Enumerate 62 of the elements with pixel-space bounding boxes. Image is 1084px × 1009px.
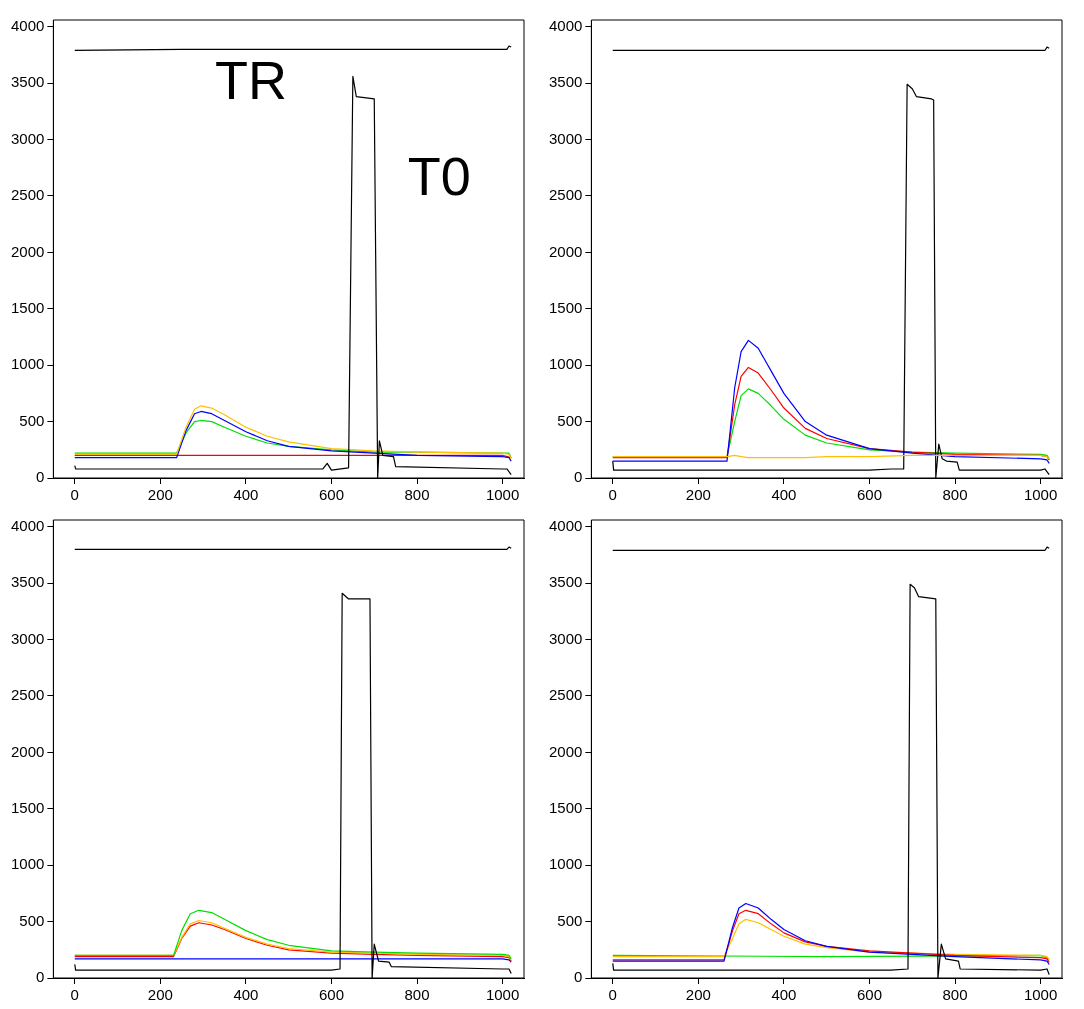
y-tick-label: 1000 — [10, 355, 45, 373]
x-tick-label: 1000 — [485, 486, 520, 504]
y-tick-label: 3500 — [10, 73, 45, 91]
y-tick-label: 3000 — [548, 129, 583, 147]
x-tick-label: 200 — [147, 486, 173, 504]
x-tick-label: 400 — [233, 486, 259, 504]
x-tick-label: 800 — [404, 486, 430, 504]
x-tick-label: 1000 — [1023, 986, 1058, 1004]
x-tick-label: 800 — [942, 486, 968, 504]
annotation: T0 — [407, 146, 471, 207]
y-tick-label: 500 — [557, 411, 583, 429]
x-tick-label: 600 — [856, 486, 882, 504]
y-tick-label: 4000 — [548, 16, 583, 34]
y-tick-label: 3500 — [548, 73, 583, 91]
x-tick-label: 600 — [318, 486, 344, 504]
y-tick-label: 500 — [557, 911, 583, 929]
y-tick-label: 0 — [574, 968, 583, 986]
x-tick-label: 200 — [685, 486, 711, 504]
y-tick-label: 2500 — [10, 686, 45, 704]
x-tick-label: 200 — [685, 986, 711, 1004]
x-tick-label: 600 — [856, 986, 882, 1004]
y-tick-label: 500 — [19, 911, 45, 929]
x-tick-label: 800 — [942, 986, 968, 1004]
y-tick-label: 1500 — [548, 298, 583, 316]
y-tick-label: 3000 — [10, 129, 45, 147]
annotation: TR — [215, 50, 288, 111]
x-tick-label: 0 — [70, 986, 79, 1004]
x-tick-label: 600 — [318, 986, 344, 1004]
x-tick-label: 0 — [608, 986, 617, 1004]
y-tick-label: 0 — [36, 968, 45, 986]
x-tick-label: 400 — [771, 486, 797, 504]
x-tick-label: 1000 — [485, 986, 520, 1004]
x-tick-label: 0 — [70, 486, 79, 504]
x-tick-label: 0 — [608, 486, 617, 504]
x-tick-label: 800 — [404, 986, 430, 1004]
y-tick-label: 3500 — [548, 573, 583, 591]
y-tick-label: 1500 — [10, 798, 45, 816]
y-tick-label: 500 — [19, 411, 45, 429]
y-tick-label: 3000 — [548, 629, 583, 647]
x-tick-label: 1000 — [1023, 486, 1058, 504]
x-tick-label: 400 — [233, 986, 259, 1004]
y-tick-label: 2000 — [548, 242, 583, 260]
y-tick-label: 2000 — [10, 242, 45, 260]
y-tick-label: 3000 — [10, 629, 45, 647]
y-tick-label: 1500 — [10, 298, 45, 316]
y-tick-label: 0 — [574, 468, 583, 486]
y-tick-label: 4000 — [10, 516, 45, 534]
y-tick-label: 0 — [36, 468, 45, 486]
y-tick-label: 2000 — [10, 742, 45, 760]
y-tick-label: 4000 — [10, 16, 45, 34]
y-tick-label: 4000 — [548, 516, 583, 534]
y-tick-label: 2500 — [548, 186, 583, 204]
y-tick-label: 1000 — [548, 355, 583, 373]
y-tick-label: 3500 — [10, 573, 45, 591]
y-tick-label: 2500 — [548, 686, 583, 704]
x-tick-label: 400 — [771, 986, 797, 1004]
y-tick-label: 2000 — [548, 742, 583, 760]
y-tick-label: 1500 — [548, 798, 583, 816]
y-tick-label: 1000 — [548, 855, 583, 873]
y-tick-label: 2500 — [10, 186, 45, 204]
x-tick-label: 200 — [147, 986, 173, 1004]
y-tick-label: 1000 — [10, 855, 45, 873]
